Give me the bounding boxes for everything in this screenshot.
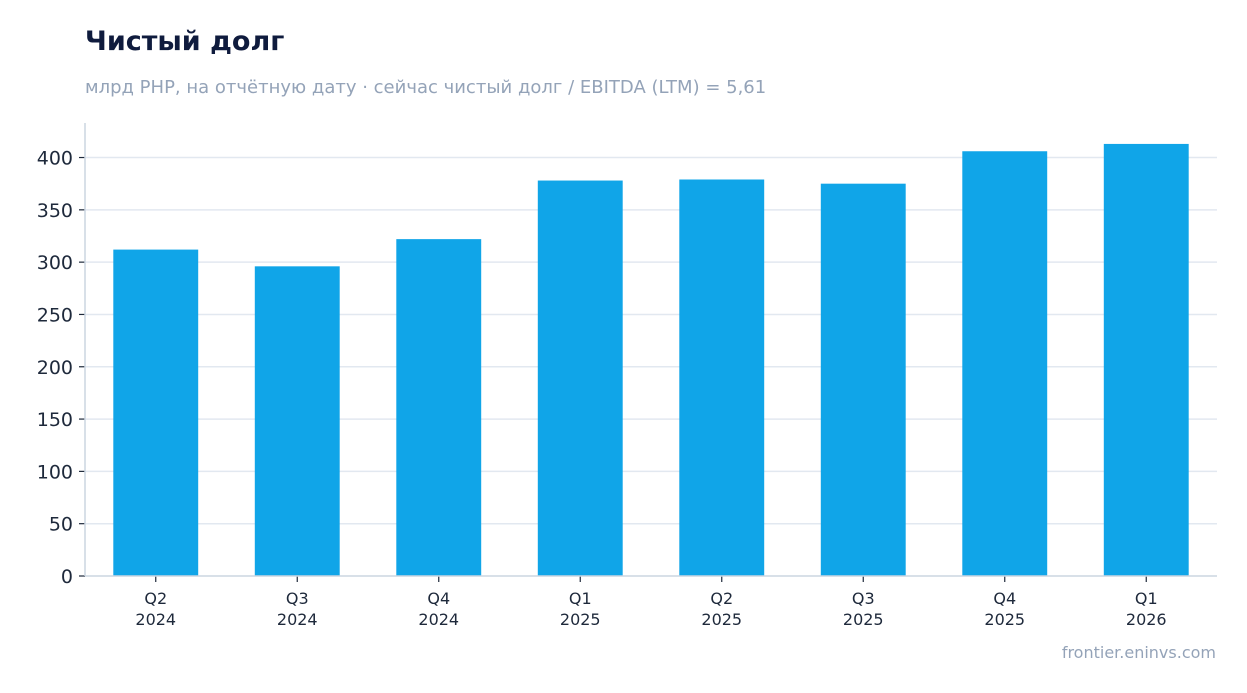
axes — [79, 123, 1217, 582]
bar — [679, 179, 765, 576]
bar — [537, 180, 623, 577]
y-tick-label: 100 — [37, 461, 73, 483]
bar — [396, 239, 482, 576]
bar — [962, 151, 1048, 576]
x-tick-label-year: 2025 — [701, 610, 742, 629]
y-tick-label: 400 — [37, 148, 73, 170]
source-link[interactable]: frontier.eninvs.com — [1061, 643, 1216, 662]
x-tick-label-year: 2025 — [984, 610, 1025, 629]
y-tick-label: 300 — [37, 252, 73, 274]
x-tick-label-quarter: Q4 — [993, 589, 1016, 608]
y-tick-label: 200 — [37, 357, 73, 379]
chart-subtitle: млрд PHP, на отчётную дату · сейчас чист… — [85, 77, 767, 98]
x-tick-label-quarter: Q4 — [427, 589, 450, 608]
x-tick-label-quarter: Q2 — [710, 589, 733, 608]
bars — [113, 143, 1189, 577]
tick-labels: 0 50 100 150 200 250 300 350 400 Q2 2024 Q3 2024 Q4 20… — [37, 148, 1167, 629]
y-tick-label: 150 — [37, 409, 73, 431]
x-tick-label-quarter: Q1 — [1135, 589, 1158, 608]
x-tick-label-year: 2024 — [135, 610, 176, 629]
bar — [820, 183, 906, 576]
x-tick-label-year: 2024 — [277, 610, 318, 629]
y-tick-label: 250 — [37, 304, 73, 326]
y-tick-label: 50 — [49, 514, 73, 536]
x-tick-label-year: 2025 — [560, 610, 601, 629]
y-tick-label: 350 — [37, 200, 73, 222]
y-tick-label: 0 — [61, 566, 73, 588]
bar — [1103, 143, 1189, 577]
x-tick-label-quarter: Q3 — [852, 589, 875, 608]
x-tick-label-year: 2025 — [843, 610, 884, 629]
x-tick-label-quarter: Q1 — [569, 589, 592, 608]
x-tick-label-year: 2024 — [418, 610, 459, 629]
bar — [113, 249, 199, 576]
x-tick-label-year: 2026 — [1126, 610, 1167, 629]
bar — [254, 266, 340, 576]
x-tick-label-quarter: Q2 — [144, 589, 167, 608]
chart-title: Чистый долг — [85, 26, 285, 57]
x-tick-label-quarter: Q3 — [286, 589, 309, 608]
